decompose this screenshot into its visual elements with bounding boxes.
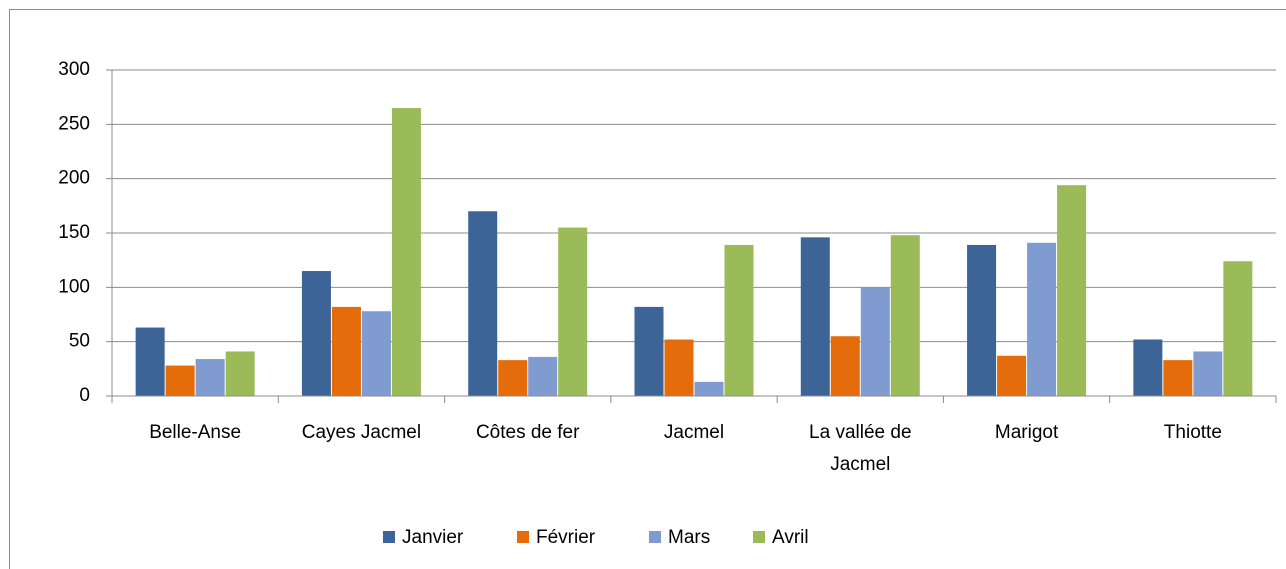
legend-label: Janvier [402, 527, 464, 548]
y-tick-label: 100 [58, 276, 90, 297]
y-tick-label: 50 [69, 331, 90, 352]
bar [361, 311, 391, 396]
bar [165, 365, 195, 396]
legend-label: Mars [668, 527, 710, 548]
y-tick-label: 200 [58, 168, 90, 189]
bar [694, 381, 724, 396]
bar [195, 359, 225, 396]
bar [664, 339, 694, 396]
bar [498, 360, 528, 396]
legend-swatch [649, 531, 661, 543]
y-tick-label: 300 [58, 59, 90, 80]
chart-frame [9, 9, 1286, 569]
bar [890, 235, 920, 396]
bar [1223, 261, 1253, 396]
bar [331, 306, 361, 396]
x-tick-label: Côtes de fer [476, 422, 580, 443]
x-tick-label: Marigot [995, 422, 1059, 443]
bar [997, 355, 1027, 396]
bar [800, 237, 830, 396]
bar [528, 356, 558, 396]
bar [301, 271, 331, 396]
bar [724, 244, 754, 396]
bar [468, 211, 498, 396]
legend-label: Avril [772, 527, 809, 548]
bar [135, 327, 165, 396]
legend-swatch [383, 531, 395, 543]
x-tick-label: Cayes Jacmel [302, 422, 421, 443]
bar [830, 336, 860, 396]
bar [1057, 185, 1087, 396]
bar [1133, 339, 1163, 396]
bar [1163, 360, 1193, 396]
legend-label: Février [536, 527, 596, 548]
legend-swatch [517, 531, 529, 543]
x-tick-label: La vallée de Jacmel [809, 422, 911, 475]
y-tick-label: 150 [58, 222, 90, 243]
bar [1027, 242, 1057, 396]
bar [225, 351, 255, 396]
legend-swatch [753, 531, 765, 543]
bar [391, 108, 421, 397]
x-tick-label: Jacmel [664, 422, 724, 443]
bar [558, 227, 588, 396]
bar [1193, 351, 1223, 396]
bar [860, 287, 890, 396]
bar [634, 306, 664, 396]
bar [967, 244, 997, 396]
y-tick-label: 0 [79, 385, 90, 406]
x-tick-label: Thiotte [1164, 422, 1222, 443]
y-tick-label: 250 [58, 113, 90, 134]
x-tick-label: Belle-Anse [149, 422, 241, 443]
